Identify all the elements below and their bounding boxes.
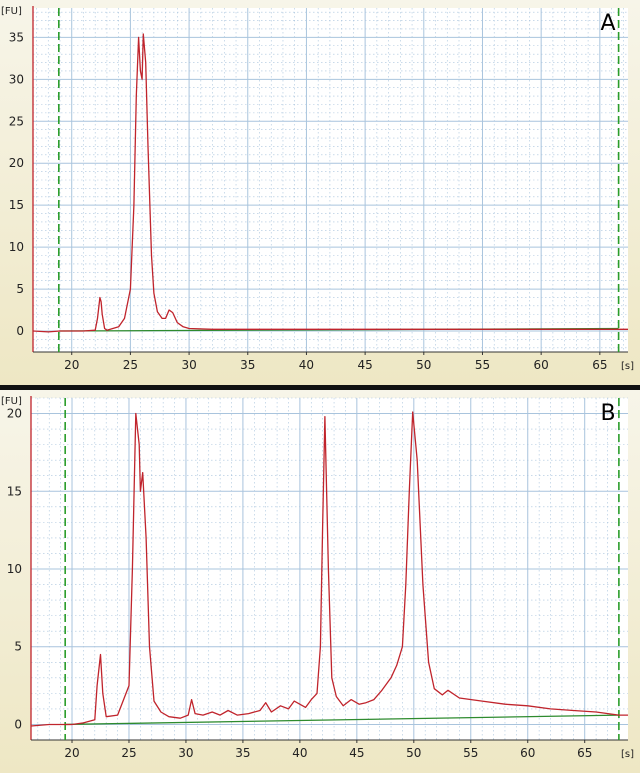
- chart-a-y-tick-label: 20: [9, 156, 24, 170]
- chart-a-x-tick-label: 35: [240, 358, 255, 372]
- chart-b-y-tick-label: 5: [14, 640, 22, 654]
- chart-b-x-tick-label: 40: [292, 746, 307, 760]
- chart-a-x-tick-label: 20: [64, 358, 79, 372]
- chart-a-y-tick-label: 35: [9, 30, 24, 44]
- electropherogram-a-plot: 20 25 30 35 40 45 50 55 60 65 0 5 10 15 20 25 30 35 [FU] [s…: [1, 6, 634, 372]
- chart-a-x-tick-label: 30: [181, 358, 196, 372]
- chart-a-x-tick-label: 50: [416, 358, 431, 372]
- chart-a-y-unit-label: [FU]: [1, 6, 22, 17]
- electropherogram-panel-b: 20 25 30 35 40 45 50 55 60 65 0 5 10 15 20 [FU] [s] B: [0, 390, 640, 773]
- chart-a-x-unit-label: [s]: [621, 361, 634, 372]
- chart-a-y-tick-label: 15: [9, 198, 24, 212]
- chart-b-trace-line: [30, 411, 628, 727]
- chart-a-x-tick-label: 25: [123, 358, 138, 372]
- chart-a-y-tick-label: 5: [16, 282, 24, 296]
- chart-b-x-tick-label: 60: [520, 746, 535, 760]
- chart-b-baseline: [65, 714, 619, 726]
- chart-b-panel-letter: B: [600, 401, 615, 426]
- chart-a-trace-line: [32, 33, 628, 333]
- chart-b-x-tick-label: 25: [121, 746, 136, 760]
- electropherogram-panel-a: 20 25 30 35 40 45 50 55 60 65 0 5 10 15 20 25 30 35 [FU] [s…: [0, 0, 640, 385]
- chart-b-x-unit-label: [s]: [621, 749, 634, 760]
- panel-divider: [0, 385, 640, 390]
- chart-a-y-tick-label: 10: [9, 240, 24, 254]
- chart-a-x-tick-label: 55: [475, 358, 490, 372]
- chart-b-x-tick-label: 30: [178, 746, 193, 760]
- chart-b-x-tick-label: 50: [406, 746, 421, 760]
- chart-a-x-tick-label: 60: [534, 358, 549, 372]
- chart-b-x-tick-label: 20: [64, 746, 79, 760]
- chart-a-x-tick-label: 65: [592, 358, 607, 372]
- chart-a-y-tick-label: 25: [9, 114, 24, 128]
- chart-a-y-tick-label: 0: [16, 324, 24, 338]
- chart-b-x-tick-label: 55: [463, 746, 478, 760]
- chart-b-y-tick-label: 0: [14, 717, 22, 731]
- chart-b-y-tick-label: 15: [7, 484, 22, 498]
- chart-b-y-tick-label: 10: [7, 562, 22, 576]
- chart-b-x-tick-label: 45: [349, 746, 364, 760]
- chart-b-x-tick-label: 65: [577, 746, 592, 760]
- chart-b-y-tick-label: 20: [7, 407, 22, 421]
- chart-b-y-unit-label: [FU]: [1, 396, 22, 407]
- chart-a-panel-letter: A: [600, 11, 615, 36]
- chart-a-x-tick-label: 40: [299, 358, 314, 372]
- chart-b-x-tick-label: 35: [235, 746, 250, 760]
- chart-a-y-tick-label: 30: [9, 72, 24, 86]
- chart-a-x-tick-label: 45: [357, 358, 372, 372]
